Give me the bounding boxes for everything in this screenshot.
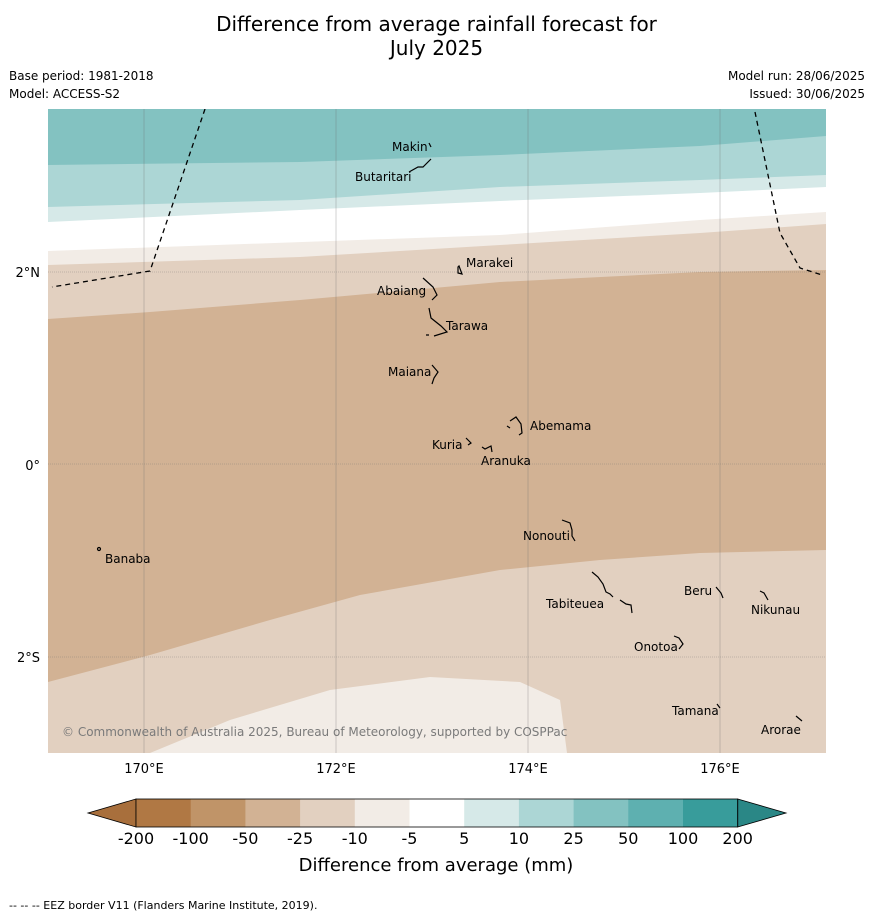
lon-label-172: 172°E (316, 762, 356, 777)
colorbar-segment (628, 799, 684, 827)
island-abaiang (422, 277, 438, 301)
label-nikunau: Nikunau (751, 603, 800, 617)
map-title: Difference from average rainfall forecas… (0, 12, 873, 60)
eez-footnote: -- -- -- EEZ border V11 (Flanders Marine… (9, 899, 318, 912)
island-arorae (795, 715, 803, 722)
colorbar-tick-label: 5 (459, 829, 469, 848)
colorbar-tick-label: 50 (618, 829, 638, 848)
model-run: Model run: 28/06/2025 (727, 69, 865, 83)
graticule (48, 109, 826, 753)
label-butaritari: Butaritari (355, 170, 412, 184)
meta-right: Model run: 28/06/2025 Issued: 30/06/2025 (728, 67, 865, 103)
island-kuria (465, 437, 472, 446)
island-tarawa (426, 307, 449, 337)
label-makin: Makin (392, 140, 428, 154)
label-marakei: Marakei (466, 256, 513, 270)
colorbar-segment (409, 799, 465, 827)
label-tabiteuea: Tabiteuea (545, 597, 604, 611)
rainfall-map-area: Makin Butaritari Marakei Abaiang Tarawa … (48, 109, 826, 753)
colorbar-segment (190, 799, 246, 827)
label-onotoa: Onotoa (634, 640, 678, 654)
colorbar-tick-label: -10 (342, 829, 368, 848)
colorbar-arrow-low (86, 798, 137, 828)
colorbar-title: Difference from average (mm) (299, 855, 574, 876)
title-line2: July 2025 (389, 36, 484, 60)
colorbar-tick-label: 25 (563, 829, 583, 848)
island-beru (715, 586, 724, 599)
eez-border (51, 109, 823, 288)
colorbar-tick-label: -5 (402, 829, 418, 848)
island-tabiteuea (591, 571, 633, 614)
island-onotoa (673, 635, 684, 650)
colorbar-tick-label: 200 (722, 829, 753, 848)
lat-label-2s: 2°S (17, 651, 40, 666)
label-kuria: Kuria (432, 438, 463, 452)
eez-border-east (754, 111, 823, 276)
eez-border-west (51, 109, 206, 288)
label-tarawa: Tarawa (445, 319, 488, 333)
colorbar-segment (518, 799, 575, 827)
band-minus5-south (150, 677, 567, 753)
colorbar-segment (573, 799, 629, 827)
island-butaritari (408, 158, 432, 173)
island-maiana (431, 364, 439, 385)
copyright-notice: © Commonwealth of Australia 2025, Bureau… (62, 725, 567, 739)
island-banaba (96, 546, 102, 552)
label-banaba: Banaba (105, 552, 151, 566)
band-50-100 (48, 109, 826, 165)
colorbar-tick-label: -50 (232, 829, 258, 848)
colorbar-tick-label: -200 (118, 829, 154, 848)
colorbar-arrow-high (737, 798, 788, 828)
island-marakei (457, 264, 463, 275)
label-maiana: Maiana (388, 365, 431, 379)
issued-date: Issued: 30/06/2025 (749, 87, 865, 101)
label-abemama: Abemama (530, 419, 591, 433)
lon-label-174: 174°E (508, 762, 548, 777)
island-outlines (96, 142, 803, 722)
title-line1: Difference from average rainfall forecas… (216, 12, 657, 36)
colorbar-segment (354, 799, 410, 827)
colorbar-tick-label: -100 (173, 829, 209, 848)
model-name: Model: ACCESS-S2 (9, 87, 121, 101)
colorbar-segment (300, 799, 356, 827)
colorbar-tick-label: 100 (668, 829, 699, 848)
label-aranuka: Aranuka (481, 454, 531, 468)
band-minus10-south (48, 550, 826, 753)
colorbar-tick-label: 10 (509, 829, 529, 848)
label-abaiang: Abaiang (377, 284, 426, 298)
colorbar: -200 -100 -50 -25 -10 -5 5 10 25 50 100 200 (86, 798, 788, 848)
label-arorae: Arorae (761, 723, 801, 737)
colorbar-tick-label: -25 (287, 829, 313, 848)
latitude-labels: 2°N 0° 2°S (16, 266, 41, 666)
base-period: Base period: 1981-2018 (9, 69, 154, 83)
label-tamana: Tamana (671, 704, 719, 718)
island-makin (428, 142, 432, 148)
island-aranuka (481, 445, 493, 453)
label-nonouti: Nonouti (523, 529, 570, 543)
place-labels: Makin Butaritari Marakei Abaiang Tarawa … (105, 140, 801, 737)
colorbar-frame (135, 798, 739, 828)
lat-label-0: 0° (25, 459, 40, 474)
label-beru: Beru (684, 584, 712, 598)
longitude-labels: 170°E 172°E 174°E 176°E (124, 762, 740, 777)
island-tamana (716, 703, 721, 709)
lon-label-176: 176°E (700, 762, 740, 777)
lat-label-2n: 2°N (16, 266, 41, 281)
colorbar-segment (464, 799, 520, 827)
lon-label-170: 170°E (124, 762, 164, 777)
colorbar-segment (136, 799, 192, 827)
colorbar-segment (683, 799, 739, 827)
island-nonouti (561, 519, 576, 542)
colorbar-segment (245, 799, 301, 827)
meta-left: Base period: 1981-2018 Model: ACCESS-S2 (9, 67, 154, 103)
island-abemama (506, 416, 523, 436)
island-nikunau (759, 590, 769, 601)
